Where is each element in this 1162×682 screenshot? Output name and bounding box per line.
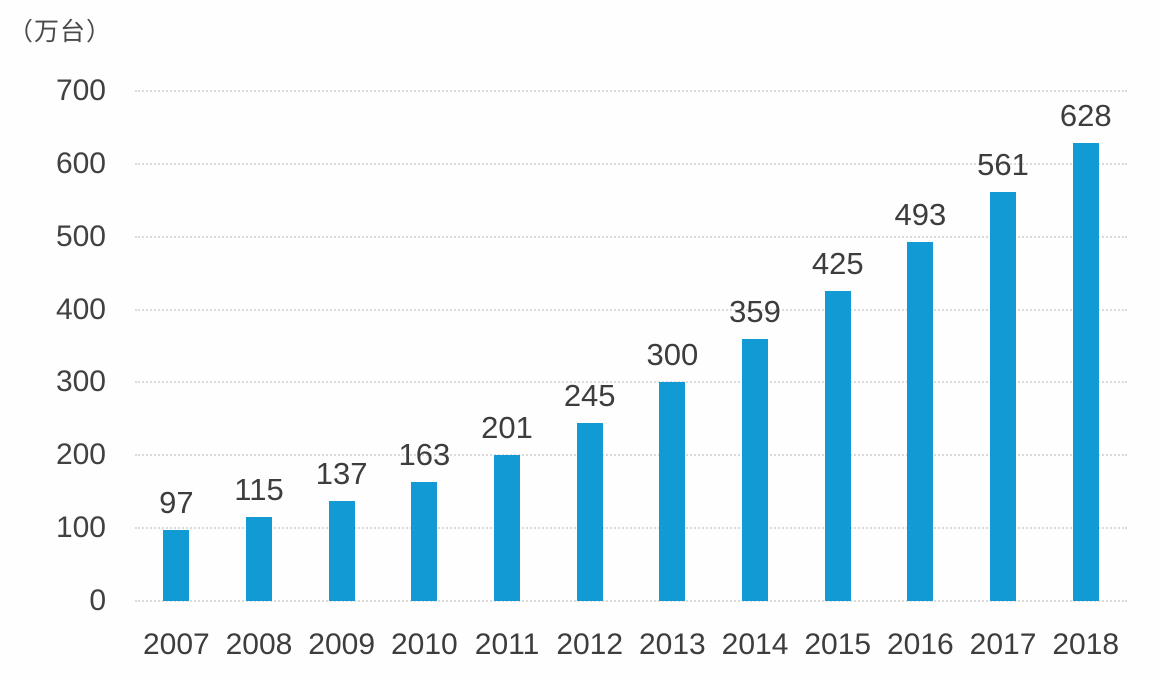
x-tick-label: 2017 (969, 628, 1037, 661)
bar (990, 192, 1017, 601)
bar-value-label: 628 (1059, 98, 1112, 134)
plot-area: 97 115 137 163 201 245 300 359 425 493 561 628 (135, 90, 1127, 602)
bar-value-label: 425 (811, 246, 864, 282)
bars-layer: 97 115 137 163 201 245 300 359 425 493 561 628 (135, 91, 1127, 601)
bar (576, 422, 603, 601)
bar (659, 382, 686, 601)
y-tick-label: 0 (89, 584, 106, 617)
bar (824, 291, 851, 601)
bar-column: 425 (796, 91, 879, 601)
bar-column: 245 (548, 91, 631, 601)
bar-column: 115 (218, 91, 301, 601)
x-tick-label: 2012 (556, 628, 624, 661)
x-tick-label: 2011 (474, 628, 540, 661)
bar-value-label: 359 (729, 294, 781, 330)
bar-column: 163 (383, 91, 466, 601)
x-tick-label: 2014 (721, 628, 789, 661)
bar-column: 97 (135, 91, 218, 601)
bar-value-label: 97 (159, 485, 194, 521)
bar-value-label: 201 (481, 409, 533, 445)
gridline (135, 600, 1127, 602)
bar-column: 561 (962, 91, 1045, 601)
bar-value-label: 245 (563, 377, 616, 413)
bar-column: 300 (631, 91, 714, 601)
bar (246, 517, 272, 601)
x-tick-label: 2009 (308, 628, 376, 661)
gridline (135, 162, 1127, 165)
y-tick-label: 200 (55, 438, 106, 472)
bar (328, 501, 355, 601)
x-tick-label: 2008 (225, 628, 293, 661)
y-axis: 0 100 200 300 400 500 600 700 (0, 74, 106, 617)
y-axis-unit-label: （万台） (8, 18, 113, 46)
gridline (135, 90, 1127, 92)
bar-value-label: 493 (894, 196, 947, 232)
bar (494, 454, 521, 601)
bar-column: 137 (300, 91, 383, 601)
gridline (135, 381, 1127, 384)
bar (907, 241, 934, 601)
x-tick-label: 2018 (1052, 628, 1120, 661)
y-tick-label: 700 (55, 74, 106, 107)
y-tick-label: 100 (55, 511, 106, 545)
gridline (135, 235, 1127, 238)
x-tick-label: 2016 (887, 628, 954, 661)
x-tick-label: 2007 (142, 628, 210, 661)
y-tick-label: 500 (55, 219, 106, 253)
bar-value-label: 561 (977, 147, 1029, 183)
y-tick-label: 300 (55, 365, 106, 399)
y-tick-label: 600 (55, 146, 106, 180)
bar-column: 628 (1044, 91, 1127, 601)
x-axis: 2007 2008 2009 2010 2011 2012 2013 2014 2015 2016… (135, 628, 1127, 662)
gridline (135, 454, 1127, 457)
bar (742, 339, 769, 601)
gridline (135, 308, 1127, 311)
y-tick-label: 400 (55, 292, 106, 326)
bar-column: 201 (466, 91, 549, 601)
x-tick-label: 2010 (390, 628, 458, 661)
x-tick-label: 2013 (638, 628, 706, 661)
bar (163, 530, 190, 601)
bar-column: 359 (714, 91, 797, 601)
bar-value-label: 163 (398, 437, 451, 473)
bar-column: 493 (879, 91, 962, 601)
bar (1072, 143, 1099, 601)
bar-value-label: 137 (315, 456, 368, 492)
bar-value-label: 300 (646, 337, 699, 373)
bar (411, 482, 438, 601)
x-tick-label: 2015 (804, 628, 872, 661)
gridline (135, 527, 1127, 530)
bar-value-label: 115 (234, 472, 284, 508)
